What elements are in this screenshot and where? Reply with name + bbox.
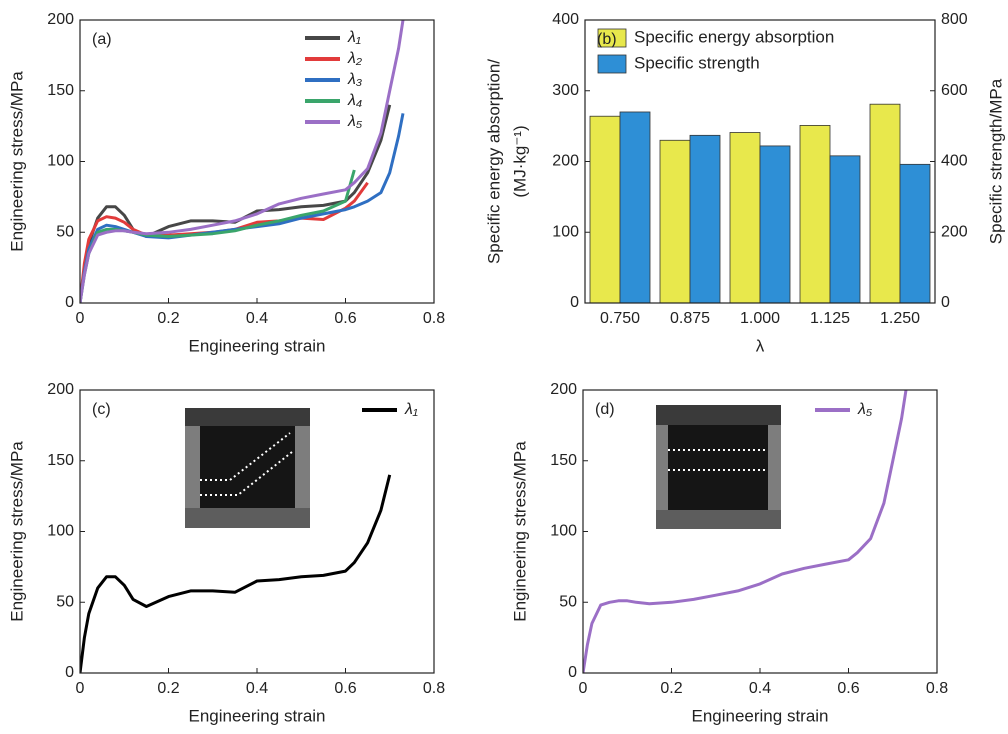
- y-tick-label: 300: [552, 82, 579, 99]
- x-tick-label: 1.250: [880, 310, 920, 327]
- y-tick-label: 150: [550, 452, 577, 469]
- y-tick-label: 200: [47, 11, 74, 28]
- legend-label: λ₅: [857, 401, 873, 418]
- panel-label: (c): [92, 401, 111, 418]
- y-tick-label: 100: [47, 153, 74, 170]
- plot-frame: [79, 389, 435, 674]
- bar: [759, 145, 791, 304]
- y-tick-label: 600: [941, 82, 968, 99]
- y-tick-label: 0: [568, 664, 577, 681]
- plot-area: [80, 20, 405, 303]
- inset-photo-d: [656, 405, 781, 529]
- y-tick-label: 150: [47, 452, 74, 469]
- bar: [589, 115, 621, 304]
- x-tick-label: 0: [76, 310, 85, 327]
- series-line: [80, 104, 392, 303]
- x-tick-label: 0.6: [334, 310, 356, 327]
- x-tick-label: 0.8: [926, 680, 948, 697]
- x-tick-label: 0.875: [670, 310, 710, 327]
- series-line: [80, 20, 405, 303]
- y-tick-label: 50: [56, 223, 74, 240]
- bar: [619, 111, 651, 304]
- x-tick-label: 0.4: [749, 680, 771, 697]
- series-line: [583, 390, 908, 673]
- series-line: [80, 181, 369, 303]
- plot-frame: [79, 19, 435, 304]
- x-axis-label: Engineering strain: [691, 706, 828, 725]
- y-tick-label: 100: [552, 223, 579, 240]
- y-tick-label: 200: [550, 381, 577, 398]
- x-tick-label: 0.8: [423, 680, 445, 697]
- y-tick-label: 150: [47, 82, 74, 99]
- y-tick-label: 0: [941, 294, 950, 311]
- y-axis-label: Engineering stress/MPa: [7, 71, 26, 252]
- x-tick-label: 0.6: [334, 680, 356, 697]
- panel-label: (a): [92, 31, 112, 48]
- panel-label: (b): [597, 31, 617, 48]
- x-tick-label: 1.125: [810, 310, 850, 327]
- y-tick-label: 100: [47, 523, 74, 540]
- x-tick-label: 0.2: [660, 680, 682, 697]
- y-tick-label: 200: [552, 153, 579, 170]
- y-axis-label: (MJ·kg⁻¹): [510, 125, 529, 197]
- series-line: [80, 113, 405, 303]
- x-tick-label: 0.750: [600, 310, 640, 327]
- legend-label: λ₁: [347, 29, 361, 46]
- series-line: [80, 169, 356, 303]
- legend-label: λ₃: [347, 71, 362, 88]
- y-tick-label: 0: [65, 664, 74, 681]
- x-tick-label: 0.2: [157, 680, 179, 697]
- y-tick-label: 0: [65, 294, 74, 311]
- plot-area: [80, 474, 392, 673]
- bar: [899, 163, 931, 304]
- y-tick-label: 0: [570, 294, 579, 311]
- y-tick-label: 200: [47, 381, 74, 398]
- x-tick-label: 0.6: [837, 680, 859, 697]
- legend-label: λ₄: [347, 92, 362, 109]
- y-tick-label: 200: [941, 223, 968, 240]
- x-tick-label: 0: [579, 680, 588, 697]
- y-tick-label: 50: [56, 593, 74, 610]
- x-axis-label: Engineering strain: [188, 336, 325, 355]
- y-tick-label: 800: [941, 11, 968, 28]
- y-tick-label: 400: [552, 11, 579, 28]
- legend-swatch: [597, 54, 627, 74]
- x-tick-label: 0.4: [246, 310, 268, 327]
- legend-label: λ₁: [404, 401, 418, 418]
- legend-label: Specific strength: [634, 53, 760, 72]
- x-axis-label: Engineering strain: [188, 706, 325, 725]
- plot-frame: [584, 19, 936, 304]
- inset-photo-c: [185, 408, 310, 528]
- bar: [689, 134, 721, 304]
- x-tick-label: 1.000: [740, 310, 780, 327]
- y-axis-label: Engineering stress/MPa: [510, 441, 529, 622]
- x-tick-label: 0.4: [246, 680, 268, 697]
- x-tick-label: 0: [76, 680, 85, 697]
- bar: [869, 103, 901, 304]
- y-axis-label: Specific energy absorption/: [484, 59, 503, 264]
- bar: [729, 132, 761, 304]
- plot-frame: [582, 389, 938, 674]
- bar: [659, 139, 691, 304]
- legend-swatch: [597, 28, 627, 48]
- y-tick-label: 100: [550, 523, 577, 540]
- y-tick-label: 400: [941, 153, 968, 170]
- legend-label: λ₂: [347, 50, 362, 67]
- bar: [799, 125, 831, 304]
- series-line: [80, 474, 392, 673]
- legend-label: Specific energy absorption: [634, 27, 834, 46]
- panel-label: (d): [595, 401, 615, 418]
- y-axis-label: Engineering stress/MPa: [7, 441, 26, 622]
- x-tick-label: 0.2: [157, 310, 179, 327]
- x-axis-label: λ: [756, 336, 765, 355]
- bar: [829, 155, 861, 304]
- y-tick-label: 50: [559, 593, 577, 610]
- y2-axis-label: Specific strength/MPa: [986, 78, 1005, 244]
- plot-area: [583, 390, 908, 673]
- legend-label: λ₅: [347, 113, 363, 130]
- x-tick-label: 0.8: [423, 310, 445, 327]
